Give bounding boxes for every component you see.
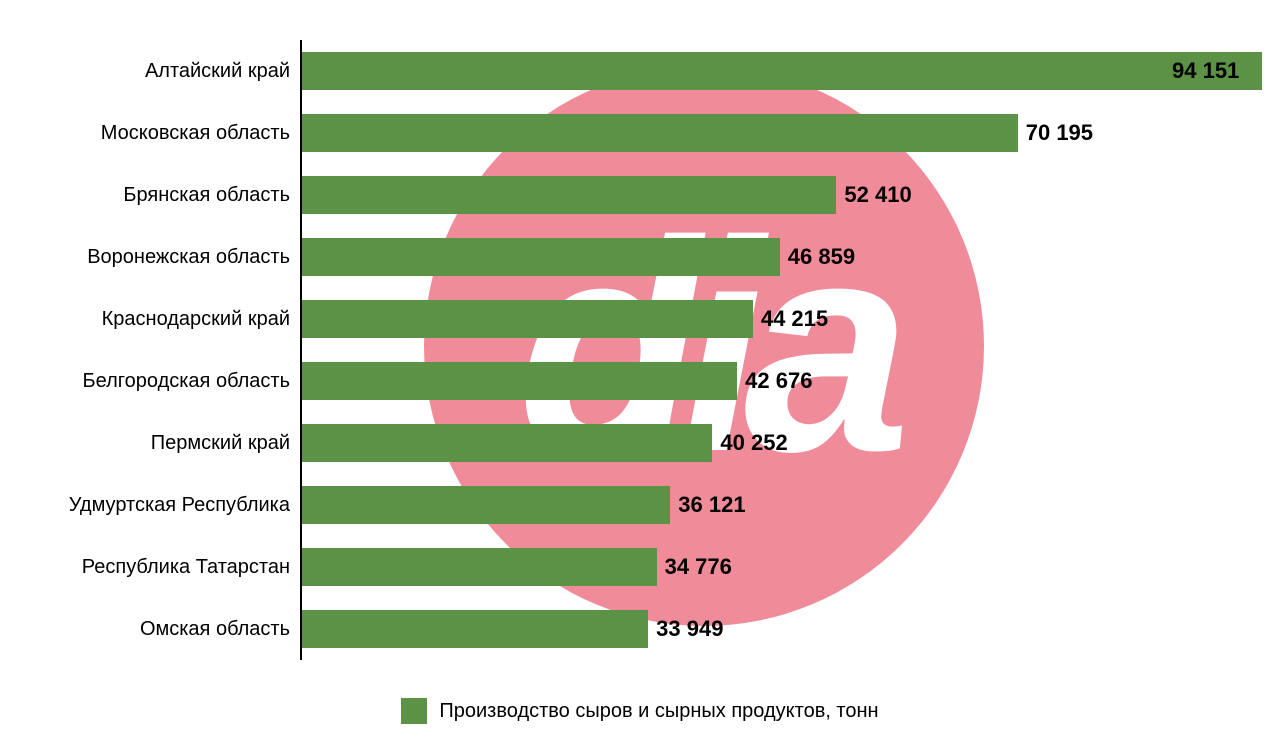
- category-label: Брянская область: [123, 184, 290, 207]
- category-label: Воронежская область: [87, 246, 290, 269]
- value-label: 42 676: [745, 368, 812, 394]
- chart-row: Брянская область52 410: [302, 164, 1240, 226]
- bar: [302, 486, 670, 524]
- value-label: 46 859: [788, 244, 855, 270]
- legend-swatch: [401, 698, 427, 724]
- bar: [302, 424, 712, 462]
- category-label: Белгородская область: [83, 370, 290, 393]
- chart-row: Омская область33 949: [302, 598, 1240, 660]
- bar: [302, 52, 1262, 90]
- chart-row: Алтайский край94 151: [302, 40, 1240, 102]
- category-label: Краснодарский край: [102, 308, 290, 331]
- category-label: Пермский край: [151, 432, 290, 455]
- value-label: 36 121: [678, 492, 745, 518]
- bar-chart: Алтайский край94 151Московская область70…: [300, 40, 1240, 660]
- bar: [302, 176, 836, 214]
- value-label: 34 776: [665, 554, 732, 580]
- category-label: Омская область: [140, 618, 290, 641]
- category-label: Московская область: [101, 122, 290, 145]
- value-label: 52 410: [844, 182, 911, 208]
- bar: [302, 610, 648, 648]
- value-label: 70 195: [1026, 120, 1093, 146]
- chart-row: Воронежская область46 859: [302, 226, 1240, 288]
- bar: [302, 238, 780, 276]
- chart-row: Пермский край40 252: [302, 412, 1240, 474]
- category-label: Республика Татарстан: [82, 556, 290, 579]
- bar: [302, 114, 1018, 152]
- chart-row: Удмуртская Республика36 121: [302, 474, 1240, 536]
- legend-label: Производство сыров и сырных продуктов, т…: [439, 700, 878, 723]
- chart-row: Краснодарский край44 215: [302, 288, 1240, 350]
- value-label: 44 215: [761, 306, 828, 332]
- value-label: 40 252: [720, 430, 787, 456]
- chart-row: Республика Татарстан34 776: [302, 536, 1240, 598]
- chart-area: Алтайский край94 151Московская область70…: [0, 0, 1280, 680]
- category-label: Удмуртская Республика: [69, 494, 290, 517]
- bar: [302, 300, 753, 338]
- value-label: 33 949: [656, 616, 723, 642]
- legend: Производство сыров и сырных продуктов, т…: [0, 698, 1280, 724]
- category-label: Алтайский край: [145, 60, 290, 83]
- value-label: 94 151: [1172, 58, 1239, 84]
- bar: [302, 362, 737, 400]
- bar: [302, 548, 657, 586]
- chart-row: Белгородская область42 676: [302, 350, 1240, 412]
- chart-row: Московская область70 195: [302, 102, 1240, 164]
